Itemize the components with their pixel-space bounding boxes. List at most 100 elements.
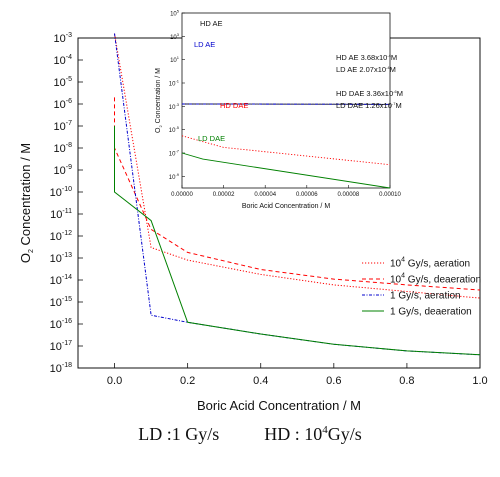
- inset-value-1: LD AE 2.07x10-4M: [336, 65, 396, 74]
- main-series-line-3: [114, 126, 481, 356]
- legend-label-0: 104 Gy/s, aeration: [390, 257, 470, 270]
- caption-hd-sup: 4: [322, 424, 328, 436]
- main-y-tick-label: 10-10: [50, 186, 72, 199]
- inset-series-line-2: [181, 135, 391, 166]
- legend-rest: Gy/s, aeration: [405, 259, 470, 270]
- inset-y-tick-base: 10: [169, 105, 176, 111]
- y-tick-exp: -8: [66, 142, 72, 149]
- inset-y-tick-label: 105: [170, 9, 180, 18]
- main-y-tick-label: 10-17: [50, 340, 72, 353]
- main-y-tick-label: 10-14: [50, 274, 72, 287]
- inset-y-tick-label: 101: [170, 55, 180, 64]
- inset-series-line-3: [181, 152, 391, 189]
- y-tick-base: 10: [50, 231, 62, 243]
- main-y-tick-label: 10-8: [54, 142, 73, 155]
- inset-x-tick-label: 0.00008: [338, 192, 360, 198]
- inset-value-exp: -6: [393, 89, 397, 94]
- legend-base: 10: [390, 275, 402, 286]
- y-tick-exp: -14: [62, 274, 72, 281]
- inset-annotation-3: LD DAE: [198, 134, 225, 143]
- main-series-line-1: [114, 97, 481, 291]
- inset-value-unit: M: [390, 65, 396, 74]
- y-tick-exp: -12: [62, 230, 72, 237]
- inset-y-tick-exp: -5: [175, 125, 179, 130]
- y-tick-exp: -3: [66, 32, 72, 39]
- inset-y-tick-base: 10: [169, 128, 176, 134]
- y-tick-base: 10: [50, 297, 62, 309]
- y-tick-exp: -11: [62, 208, 72, 215]
- y-tick-base: 10: [50, 341, 62, 353]
- main-y-tick-label: 10-12: [50, 230, 72, 243]
- ylabel-part: Concentration / M: [18, 143, 33, 249]
- y-tick-base: 10: [50, 363, 62, 375]
- inset-y-tick-label: 10-1: [169, 79, 180, 88]
- inset-y-tick-base: 10: [170, 12, 177, 18]
- inset-y-tick-exp: -3: [175, 102, 179, 107]
- inset-x-tick-label: 0.00010: [379, 192, 401, 198]
- inset-y-tick-label: 10-9: [169, 172, 180, 181]
- legend-label-2: 1 Gy/s, aeration: [390, 291, 461, 302]
- inset-plot-frame: [181, 12, 391, 189]
- inset-y-tick-exp: -9: [175, 172, 179, 177]
- inset-x-tick-label: 0.00006: [296, 192, 318, 198]
- y-tick-exp: -5: [66, 76, 72, 83]
- inset-annotation-0: HD AE: [200, 19, 223, 28]
- inset-value-exp: -7: [392, 101, 396, 106]
- legend-label-1: 104 Gy/s, deaeration: [390, 273, 481, 286]
- inset-y-tick-exp: -7: [175, 149, 179, 154]
- inset-x-tick-label: 0.00000: [171, 192, 193, 198]
- y-tick-exp: -10: [62, 186, 72, 193]
- ylabel-part: O: [18, 253, 33, 263]
- main-y-tick-label: 10-5: [54, 76, 73, 89]
- y-tick-base: 10: [50, 253, 62, 265]
- main-y-tick-label: 10-15: [50, 296, 72, 309]
- main-y-tick-label: 10-11: [50, 208, 72, 221]
- inset-y-tick-base: 10: [169, 175, 176, 181]
- caption-ld: LD :1 Gy/s: [138, 424, 220, 444]
- y-tick-base: 10: [54, 121, 66, 133]
- y-tick-exp: -7: [66, 120, 72, 127]
- y-tick-exp: -18: [62, 362, 72, 369]
- main-y-tick-label: 10-18: [50, 362, 72, 375]
- main-x-tick-label: 1.0: [472, 375, 487, 387]
- inset-value-3: LD DAE 1.26x10-7M: [336, 101, 402, 110]
- y-tick-base: 10: [54, 33, 66, 45]
- main-y-tick-label: 10-7: [54, 120, 73, 133]
- inset-y-tick-exp: 5: [177, 9, 180, 14]
- main-series-line-0: [114, 33, 481, 299]
- inset-value-0: HD AE 3.68x10-4M: [336, 53, 397, 62]
- inset-annotation-2: HD DAE: [220, 101, 248, 110]
- inset-y-tick-exp: 1: [177, 55, 180, 60]
- figure-caption: LD :1 Gy/s HD : 104Gy/s: [0, 424, 500, 445]
- main-y-tick-label: 10-13: [50, 252, 72, 265]
- y-tick-exp: -9: [66, 164, 72, 171]
- main-y-tick-label: 10-3: [54, 32, 73, 45]
- y-tick-base: 10: [54, 99, 66, 111]
- main-x-tick-label: 0.4: [253, 375, 268, 387]
- inset-value-exp: -4: [386, 65, 390, 70]
- inset-x-tick-label: 0.00002: [213, 192, 235, 198]
- legend-sup: 4: [401, 273, 405, 280]
- y-tick-exp: -16: [62, 318, 72, 325]
- y-tick-exp: -6: [66, 98, 72, 105]
- legend-sup: 4: [401, 257, 405, 264]
- main-y-axis-label: O2 Concentration / M: [18, 143, 35, 263]
- main-y-tick-label: 10-4: [54, 54, 73, 67]
- inset-y-axis-label: O2 Concentration / M: [155, 68, 163, 133]
- main-y-tick-label: 10-16: [50, 318, 72, 331]
- inset-y-tick-base: 10: [170, 58, 177, 64]
- y-tick-base: 10: [50, 187, 62, 199]
- inset-y-tick-label: 103: [170, 32, 180, 41]
- main-chart: 10-310-410-510-610-710-810-910-1010-1110…: [18, 32, 488, 413]
- legend-rest: Gy/s, deaeration: [405, 275, 481, 286]
- inset-y-tick-base: 10: [169, 152, 176, 158]
- inset-x-axis-label: Boric Acid Concentration / M: [242, 203, 330, 210]
- inset-value-mant: LD DAE 1.26x10: [336, 101, 392, 110]
- inset-value-unit: M: [391, 53, 397, 62]
- y-tick-exp: -15: [62, 296, 72, 303]
- inset-y-tick-exp: 3: [177, 32, 180, 37]
- caption-hd-prefix: HD : 10: [264, 424, 323, 444]
- y-tick-base: 10: [50, 275, 62, 287]
- inset-value-exp: -4: [387, 53, 391, 58]
- main-y-tick-label: 10-9: [54, 164, 73, 177]
